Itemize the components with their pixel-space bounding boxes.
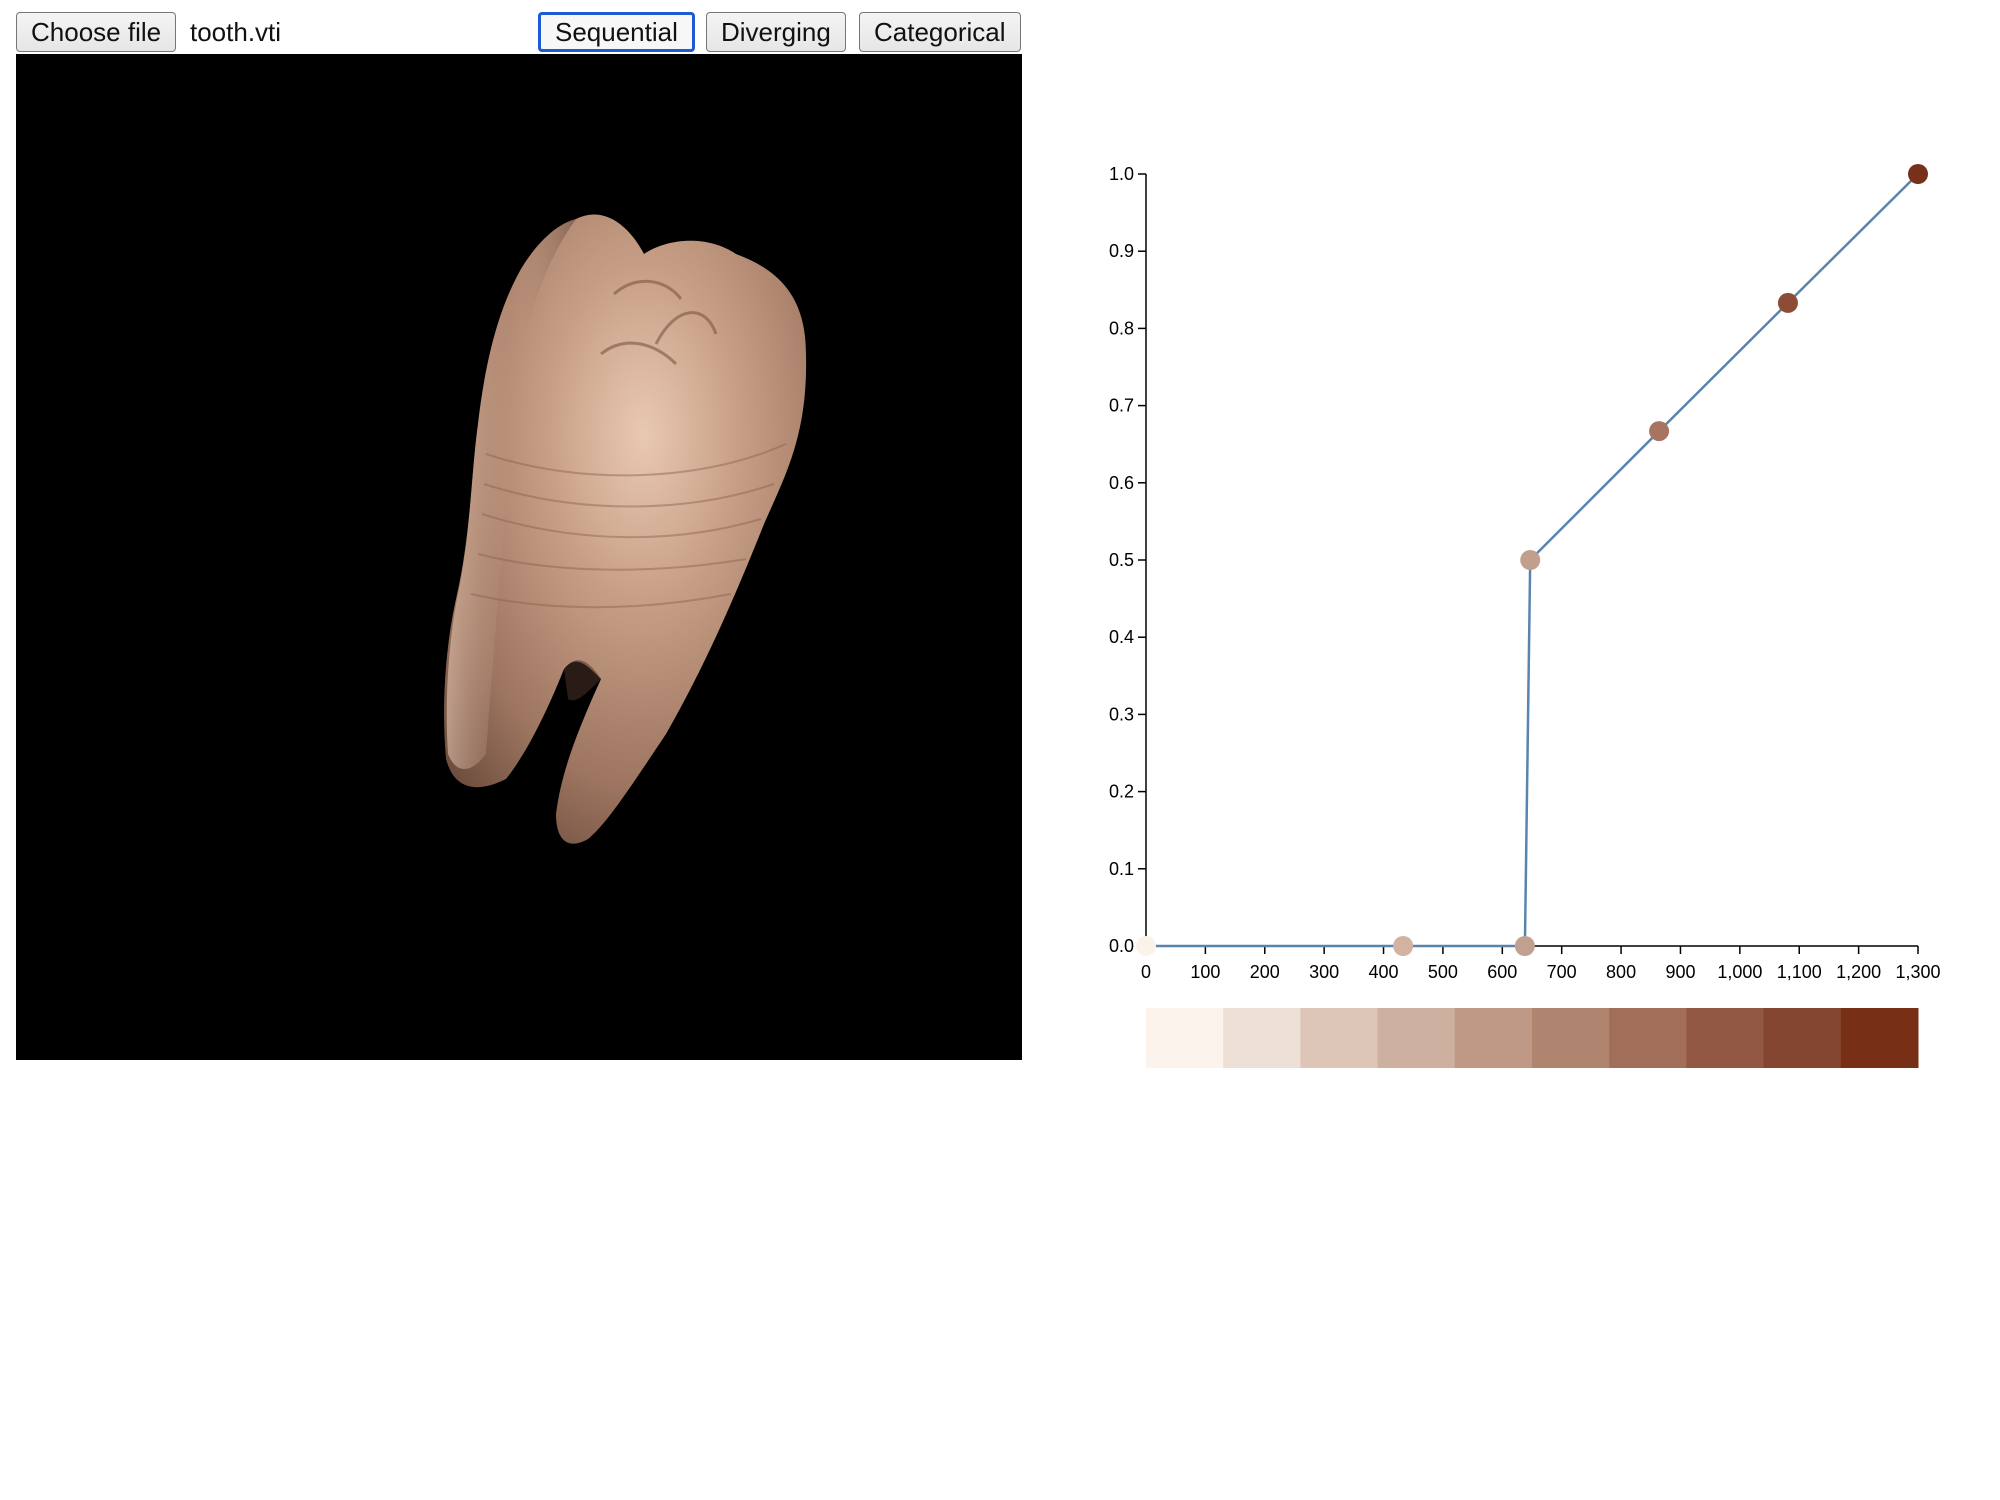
tooth-render <box>444 214 807 844</box>
y-tick-label: 0.5 <box>1109 550 1134 570</box>
y-tick-label: 0.2 <box>1109 782 1134 802</box>
volume-render-viewport[interactable] <box>16 54 1022 1060</box>
file-name-label: tooth.vti <box>190 17 282 47</box>
categorical-scheme-button[interactable]: Categorical <box>859 12 1021 52</box>
color-bar-swatch <box>1223 1008 1301 1068</box>
y-tick-label: 0.0 <box>1109 936 1134 956</box>
x-tick-label: 1,100 <box>1777 962 1822 982</box>
y-tick-label: 0.3 <box>1109 704 1134 724</box>
color-bar-swatch <box>1377 1008 1456 1068</box>
x-tick-label: 800 <box>1606 962 1636 982</box>
chart-axes: 0.0 0.1 0.2 0.3 0.4 0.5 0.6 0.7 0.8 0.9 1.0 0 100 200… <box>1109 164 1941 982</box>
x-tick-label: 0 <box>1141 962 1151 982</box>
control-point[interactable] <box>1520 550 1541 570</box>
y-tick-label: 0.8 <box>1109 318 1134 338</box>
color-bar-swatch <box>1763 1008 1842 1068</box>
control-point[interactable] <box>1649 421 1670 442</box>
color-bar <box>1146 1008 1919 1068</box>
x-tick-label: 900 <box>1665 962 1695 982</box>
color-bar-swatch <box>1840 1008 1919 1068</box>
control-points[interactable] <box>1136 164 1928 956</box>
y-tick-label: 0.4 <box>1109 627 1134 647</box>
x-tick-label: 1,300 <box>1895 962 1940 982</box>
tooth-shape <box>444 214 807 844</box>
color-bar-swatch <box>1300 1008 1379 1068</box>
y-tick-label: 0.9 <box>1109 241 1134 261</box>
x-tick-label: 100 <box>1190 962 1220 982</box>
x-tick-label: 400 <box>1369 962 1399 982</box>
x-tick-label: 300 <box>1309 962 1339 982</box>
transfer-function-chart[interactable]: 0.0 0.1 0.2 0.3 0.4 0.5 0.6 0.7 0.8 0.9 1.0 0 100 200… <box>1060 140 1960 1085</box>
y-tick-label: 0.1 <box>1109 859 1134 879</box>
control-point[interactable] <box>1514 936 1535 956</box>
color-bar-swatch <box>1686 1008 1765 1068</box>
color-bar-swatch <box>1532 1008 1610 1068</box>
color-bar-swatch <box>1609 1008 1687 1068</box>
control-point[interactable] <box>1136 936 1156 956</box>
x-tick-label: 1,000 <box>1717 962 1762 982</box>
y-tick-label: 0.6 <box>1109 473 1134 493</box>
y-tick-label: 0.7 <box>1109 396 1134 416</box>
x-tick-label: 200 <box>1250 962 1280 982</box>
color-bar-swatch <box>1146 1008 1224 1068</box>
x-tick-label: 500 <box>1428 962 1458 982</box>
transfer-function-plot[interactable]: 0.0 0.1 0.2 0.3 0.4 0.5 0.6 0.7 0.8 0.9 1.0 0 100 200… <box>1060 140 1960 1080</box>
sequential-scheme-button[interactable]: Sequential <box>538 12 695 52</box>
diverging-scheme-button[interactable]: Diverging <box>706 12 846 52</box>
control-point[interactable] <box>1908 164 1928 184</box>
color-bar-swatch <box>1454 1008 1533 1068</box>
y-tick-label: 1.0 <box>1109 164 1134 184</box>
choose-file-button[interactable]: Choose file <box>16 12 177 52</box>
control-point[interactable] <box>1777 292 1798 313</box>
x-tick-label: 700 <box>1547 962 1577 982</box>
x-tick-label: 600 <box>1487 962 1517 982</box>
x-tick-label: 1,200 <box>1836 962 1881 982</box>
control-point[interactable] <box>1393 936 1414 956</box>
